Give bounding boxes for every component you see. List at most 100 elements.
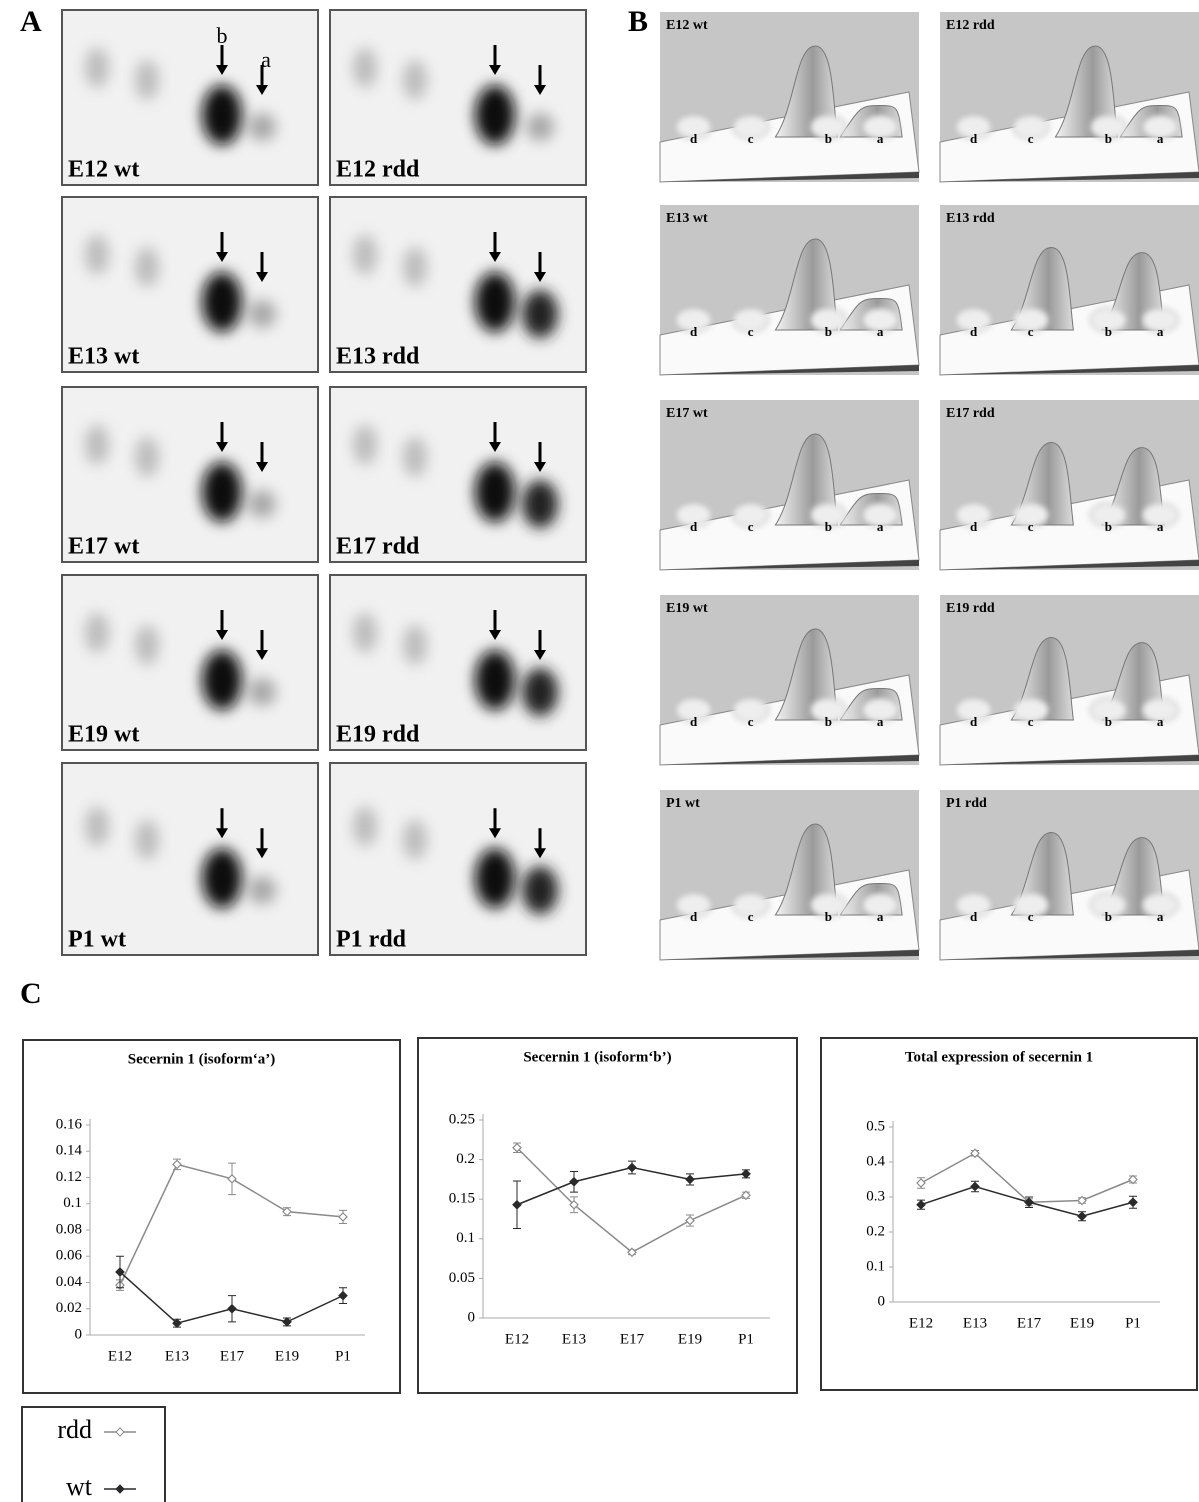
- peak-label: d: [690, 714, 698, 729]
- data-point: [1024, 1197, 1034, 1208]
- y-tick-label: 0.12: [56, 1169, 82, 1185]
- x-tick-label: E19: [1070, 1315, 1094, 1331]
- gel-spot: [475, 650, 515, 710]
- peak-label: d: [970, 324, 978, 339]
- arrow-head: [216, 65, 228, 75]
- peak-label: c: [748, 131, 754, 146]
- x-tick-label: E17: [220, 1348, 245, 1364]
- surface-bump: [1089, 892, 1127, 918]
- data-point: [512, 1199, 522, 1210]
- peak-label: b: [1105, 714, 1112, 729]
- gel-spot: [522, 290, 558, 338]
- x-tick-label: E12: [108, 1348, 132, 1364]
- data-point: [227, 1173, 237, 1184]
- chart-frame: [22, 1039, 401, 1394]
- x-tick-label: E17: [1017, 1315, 1042, 1331]
- gel-spot: [202, 462, 242, 522]
- peak-label: b: [825, 131, 832, 146]
- gel-image: [329, 9, 587, 186]
- x-tick-label: P1: [738, 1331, 754, 1347]
- peak-label: a: [1157, 909, 1164, 924]
- gel-spot: [475, 848, 515, 909]
- data-point: [569, 1199, 579, 1210]
- y-tick-label: 0.25: [449, 1111, 475, 1127]
- data-point: [970, 1148, 980, 1159]
- peak-label: b: [1105, 909, 1112, 924]
- peak-label: d: [690, 909, 698, 924]
- spot-label: a: [261, 47, 271, 72]
- data-point: [916, 1199, 926, 1210]
- data-point: [282, 1206, 292, 1217]
- surface-bump: [955, 697, 993, 723]
- surface-shadow: [660, 172, 919, 182]
- gel-spot: [403, 625, 427, 665]
- arrow-head: [489, 828, 501, 839]
- x-tick-label: E17: [620, 1331, 645, 1347]
- gel-spot: [135, 60, 159, 100]
- peak-label: c: [748, 909, 754, 924]
- peak-label: c: [1028, 131, 1034, 146]
- gel-spot: [85, 47, 109, 88]
- peak-label: d: [690, 131, 698, 146]
- surface-label: E19 wt: [666, 601, 708, 616]
- gel-label: E19 rdd: [336, 722, 420, 748]
- gel-label: E13 rdd: [336, 344, 420, 370]
- gel-label: E12 rdd: [336, 157, 420, 183]
- gel-label: E17 rdd: [336, 534, 420, 560]
- gel-spot: [353, 47, 377, 88]
- data-point: [338, 1212, 348, 1222]
- legend-box: [21, 1406, 166, 1502]
- gel-spot: [403, 437, 427, 477]
- surface-peak: [774, 433, 838, 526]
- gel-spot: [353, 612, 377, 653]
- chart-frame: [417, 1037, 798, 1394]
- gel-spot: [248, 113, 276, 141]
- x-tick-label: E13: [562, 1331, 586, 1347]
- gel-spot: [85, 806, 109, 847]
- surface-bump: [1141, 114, 1179, 140]
- surface-peak: [774, 823, 838, 916]
- data-point: [1077, 1211, 1087, 1222]
- surface-label: E13 wt: [666, 211, 708, 226]
- peak-label: a: [877, 324, 884, 339]
- peak-label: c: [1028, 909, 1034, 924]
- surface-bump: [955, 892, 993, 918]
- gel-image: [61, 386, 319, 563]
- surface-shadow: [660, 950, 919, 960]
- gel-label: E17 wt: [68, 534, 139, 560]
- y-tick-label: 0.08: [56, 1221, 82, 1237]
- surface-bump: [861, 114, 899, 140]
- surface-label: E17 wt: [666, 406, 708, 421]
- data-point: [282, 1317, 292, 1327]
- surface-peak: [1054, 45, 1118, 138]
- panel-label: A: [20, 5, 42, 38]
- gel-image: [329, 196, 587, 373]
- arrow-head: [216, 442, 228, 452]
- gel-spot: [353, 806, 377, 847]
- peak-label: a: [1157, 131, 1164, 146]
- gel-spot: [475, 85, 515, 145]
- arrow-head: [489, 65, 501, 75]
- surface-peak: [774, 238, 838, 331]
- surface-bump: [675, 502, 713, 528]
- x-tick-label: E19: [678, 1331, 702, 1347]
- y-tick-label: 0.3: [866, 1188, 885, 1204]
- arrow-head: [534, 272, 546, 282]
- gel-spot: [526, 113, 554, 141]
- data-point: [685, 1174, 695, 1185]
- gel-label: E12 wt: [68, 157, 139, 183]
- gel-spot: [403, 247, 427, 287]
- data-point: [115, 1267, 125, 1277]
- arrow-head: [534, 85, 546, 95]
- surface-bump: [861, 697, 899, 723]
- y-tick-label: 0.5: [866, 1118, 885, 1134]
- arrow-head: [216, 252, 228, 262]
- data-point: [741, 1169, 751, 1179]
- peak-label: a: [1157, 714, 1164, 729]
- surface-bump: [1012, 892, 1050, 918]
- chart-title: Secernin 1 (isoform‘a’): [128, 1051, 275, 1067]
- y-tick-label: 0.15: [449, 1191, 475, 1207]
- arrow-head: [534, 848, 546, 859]
- surface-bump: [732, 114, 770, 140]
